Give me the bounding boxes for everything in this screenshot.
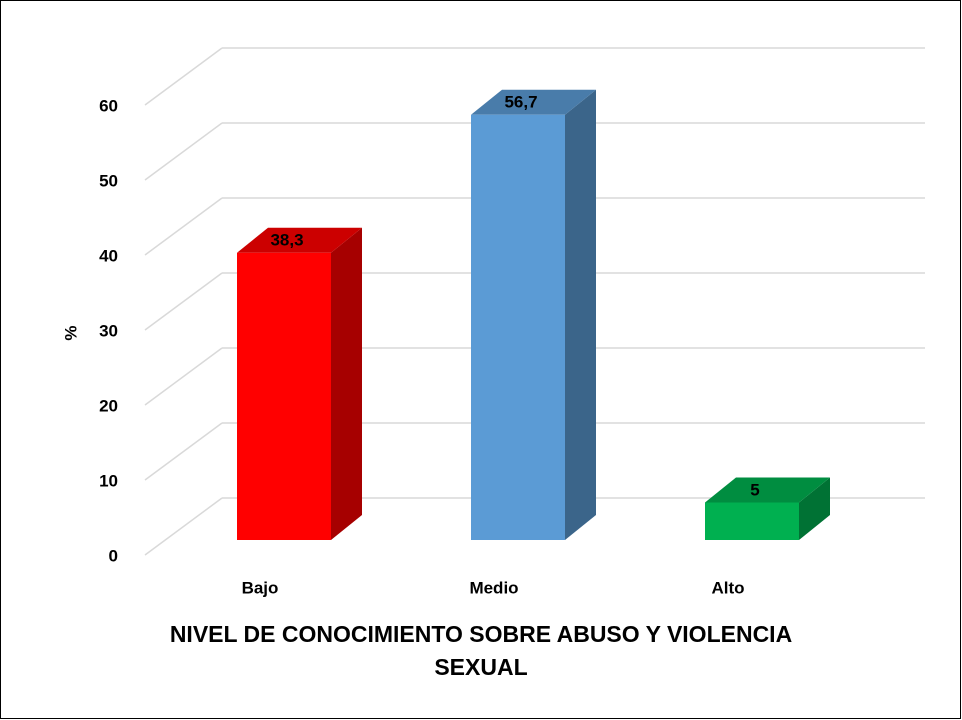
grid-line-side — [144, 47, 223, 106]
y-tick-label: 40 — [99, 246, 118, 265]
y-tick-label: 0 — [109, 546, 118, 565]
data-label: 56,7 — [504, 93, 537, 112]
x-axis-title: NIVEL DE CONOCIMIENTO SOBRE ABUSO Y VIOL… — [169, 621, 793, 680]
grid-line-side — [144, 272, 223, 331]
data-label: 38,3 — [270, 231, 303, 250]
y-tick-label: 10 — [99, 471, 118, 490]
bar-side — [565, 89, 596, 540]
grid-line-side — [144, 422, 223, 481]
y-axis-label: % — [61, 325, 80, 340]
bar-top — [705, 477, 830, 503]
y-tick-label: 30 — [99, 321, 118, 340]
y-tick-label: 60 — [99, 96, 118, 115]
bar — [471, 114, 565, 540]
bar-top — [471, 89, 596, 115]
x-tick-label: Alto — [711, 578, 744, 597]
bar-side — [799, 477, 830, 540]
bar — [705, 502, 799, 540]
grid-line-side — [144, 347, 223, 406]
bar — [237, 252, 331, 540]
x-tick-label: Bajo — [242, 578, 279, 597]
x-tick-label: Medio — [469, 578, 518, 597]
y-tick-label: 50 — [99, 171, 118, 190]
y-tick-label: 20 — [99, 396, 118, 415]
grid-line-side — [144, 197, 223, 256]
bar-top — [237, 227, 362, 253]
grid-line-side — [144, 122, 223, 181]
bar-side — [331, 227, 362, 540]
data-label: 5 — [750, 480, 759, 499]
grid-line-side — [144, 497, 223, 556]
